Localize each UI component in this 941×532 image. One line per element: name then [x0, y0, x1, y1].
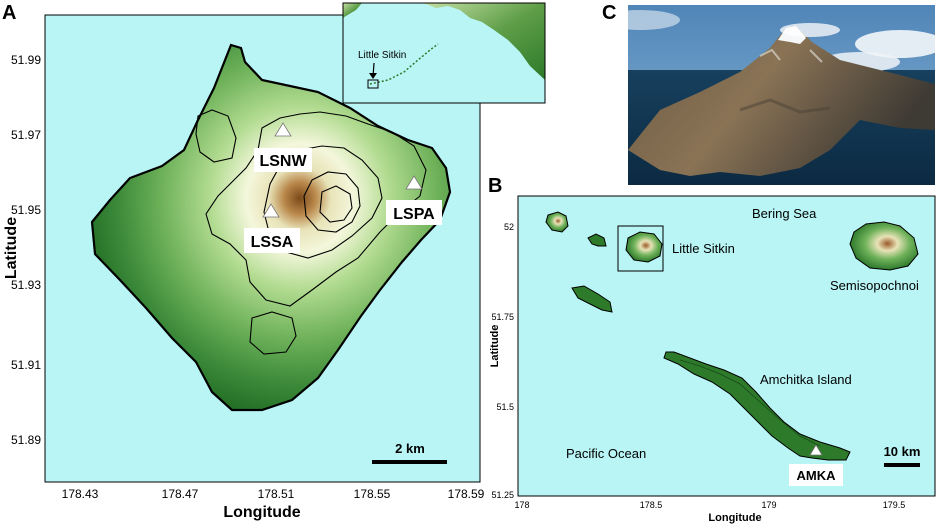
station-label-box: [386, 200, 442, 225]
station-label: LSPA: [393, 206, 435, 223]
station-lsnw: LSNW: [254, 122, 312, 172]
panel-a-frame: [44, 14, 481, 483]
panel-a-ylabel: Latitude: [3, 217, 20, 279]
panel-a-letter: A: [2, 2, 16, 24]
label-amchitka: Amchitka Island: [760, 372, 852, 387]
x-tick-label: 178.5: [640, 500, 663, 510]
small-island-west: [545, 211, 569, 233]
station-label: LSNW: [259, 153, 307, 170]
x-tick-label: 178: [514, 500, 529, 510]
y-tick-label: 52: [504, 222, 514, 232]
inset-frame: [342, 2, 546, 104]
x-tick-label: 178.47: [162, 487, 199, 501]
station-lssa: LSSA: [244, 203, 300, 253]
contour-line: [319, 185, 353, 223]
inset-label: Little Sitkin: [358, 50, 406, 61]
little-sitkin-box: [617, 225, 664, 272]
y-tick-label: 51.97: [11, 128, 41, 142]
inset-aleutian-arc: [369, 43, 439, 85]
panel-a: A 51.99 51.97 51.95 51.93 51.91 51.89 La…: [2, 2, 546, 521]
station-marker-icon: [809, 444, 823, 456]
station-label-box: [254, 148, 312, 172]
y-tick-label: 51.91: [11, 358, 41, 372]
little-sitkin-island-detail: [90, 43, 452, 412]
panel-b-x-axis: 178 178.5 179 179.5 Longitude: [514, 500, 905, 524]
x-tick-label: 178.43: [62, 487, 99, 501]
panel-a-xlabel: Longitude: [223, 504, 300, 521]
panel-a-x-axis: 178.43 178.47 178.51 178.55 178.59 Longi…: [62, 487, 485, 521]
contour-line: [263, 145, 383, 259]
station-marker-icon: [274, 122, 292, 137]
y-tick-label: 51.75: [491, 312, 514, 322]
x-tick-label: 178.55: [354, 487, 391, 501]
panel-b-letter: B: [488, 175, 502, 197]
contour-line: [249, 311, 297, 355]
station-marker-icon: [405, 175, 423, 190]
inset-siberia-land: [343, 3, 362, 18]
x-tick-label: 178.59: [448, 487, 485, 501]
station-label-box: [789, 464, 843, 486]
scale-bar-label: 10 km: [884, 444, 921, 459]
panel-a-y-axis: 51.99 51.97 51.95 51.93 51.91 51.89 Lati…: [3, 53, 41, 447]
station-lspa: LSPA: [386, 175, 442, 225]
y-tick-label: 51.93: [11, 278, 41, 292]
panel-b-scale-bar: 10 km: [884, 444, 921, 467]
label-pacific-ocean: Pacific Ocean: [566, 446, 646, 461]
station-amka: AMKA: [789, 444, 843, 486]
label-little-sitkin: Little Sitkin: [672, 241, 735, 256]
y-tick-label: 51.5: [496, 402, 514, 412]
panel-b-ylabel: Latitude: [489, 325, 501, 368]
contour-line: [195, 109, 237, 163]
small-islet: [587, 233, 607, 247]
little-sitkin-island: [625, 231, 663, 263]
volcano-photo: [628, 5, 935, 185]
y-tick-label: 51.95: [11, 203, 41, 217]
station-label: AMKA: [797, 468, 837, 483]
x-tick-label: 179.5: [883, 500, 906, 510]
panel-b-frame: [517, 195, 936, 497]
y-tick-label: 51.99: [11, 53, 41, 67]
x-tick-label: 179: [761, 500, 776, 510]
label-bering-sea: Bering Sea: [752, 206, 817, 221]
station-marker-icon: [262, 203, 280, 218]
panel-a-scale-bar: 2 km: [372, 441, 447, 464]
panel-c: C: [602, 2, 935, 185]
panel-b-xlabel: Longitude: [708, 512, 761, 524]
panel-b: B Bering Sea Little Sitkin Semisopochnoi…: [488, 175, 936, 524]
x-tick-label: 178.51: [258, 487, 295, 501]
panel-c-letter: C: [602, 2, 616, 24]
semisopochnoi-island: [849, 221, 919, 271]
inset-alaska-land: [418, 3, 545, 80]
elongated-island: [571, 285, 613, 313]
scale-bar-label: 2 km: [395, 441, 425, 456]
inset-location-box: [367, 79, 379, 89]
amchitka-island: [663, 351, 851, 461]
station-label-box: [244, 228, 300, 253]
amchitka-contour: [679, 359, 821, 447]
contour-line: [205, 111, 427, 307]
y-tick-label: 51.89: [11, 433, 41, 447]
contour-line: [303, 171, 361, 233]
panel-b-y-axis: 52 51.75 51.5 51.25 Latitude: [489, 222, 514, 500]
inset-arrowhead-icon: [369, 73, 377, 79]
station-label: LSSA: [251, 234, 294, 251]
label-semisopochnoi: Semisopochnoi: [830, 278, 919, 293]
locator-inset: Little Sitkin: [342, 2, 546, 104]
y-tick-label: 51.25: [491, 490, 514, 500]
